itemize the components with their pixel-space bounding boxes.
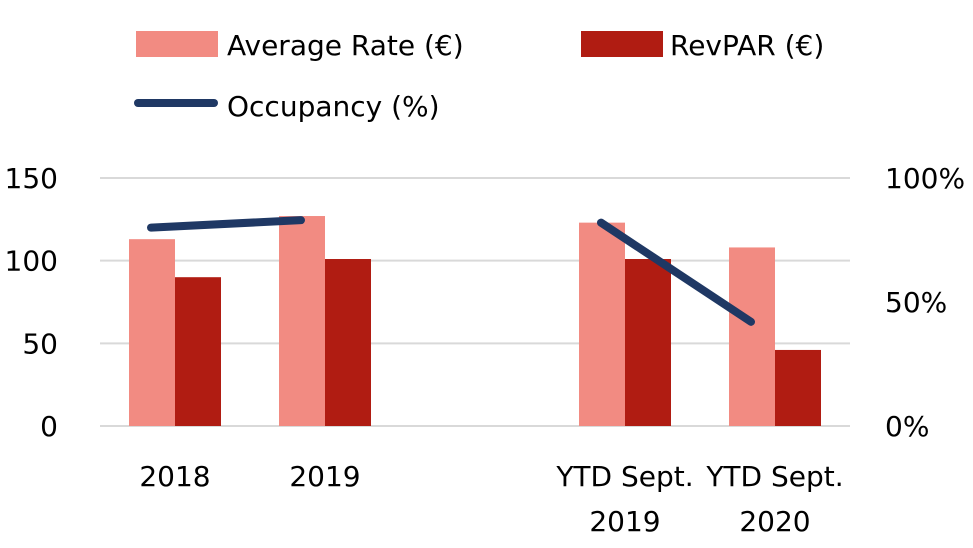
bar-average-rate-ytd-sept-2020 bbox=[729, 247, 775, 426]
y-axis-right: 0% 50% 100% bbox=[885, 162, 965, 443]
legend-swatch-average-rate bbox=[136, 31, 218, 57]
legend-swatch-revpar bbox=[581, 31, 663, 57]
y-right-tick-100: 100% bbox=[885, 162, 965, 195]
occupancy-line bbox=[147, 216, 755, 326]
bar-revpar-2018 bbox=[175, 277, 221, 426]
gridlines bbox=[100, 177, 850, 427]
x-tick-ytd-sept-2019-line-2: 2019 bbox=[589, 505, 660, 538]
bar-average-rate-2019 bbox=[279, 216, 325, 426]
y-right-tick-0: 0% bbox=[885, 410, 929, 443]
x-axis: 2018 2019 YTD Sept. 2019 YTD Sept. 2020 bbox=[139, 460, 843, 538]
occupancy-line-segment-1 bbox=[147, 216, 305, 232]
legend: Average Rate (€) RevPAR (€) Occupancy (%) bbox=[134, 29, 824, 123]
x-tick-ytd-sept-2020-line-1: YTD Sept. bbox=[705, 460, 843, 493]
legend-label-revpar: RevPAR (€) bbox=[670, 29, 824, 62]
occupancy-line-segment-2 bbox=[597, 218, 755, 326]
x-tick-2019: 2019 bbox=[289, 460, 360, 493]
bar-revpar-2019 bbox=[325, 259, 371, 426]
x-tick-ytd-sept-2020-line-2: 2020 bbox=[739, 505, 810, 538]
y-left-tick-100: 100 bbox=[5, 245, 58, 278]
legend-label-average-rate: Average Rate (€) bbox=[227, 29, 464, 62]
y-left-tick-0: 0 bbox=[40, 410, 58, 443]
bars bbox=[129, 216, 821, 426]
bar-average-rate-2018 bbox=[129, 239, 175, 426]
y-axis-left: 0 50 100 150 bbox=[5, 162, 58, 443]
x-tick-ytd-sept-2019-line-1: YTD Sept. bbox=[555, 460, 693, 493]
y-left-tick-150: 150 bbox=[5, 162, 58, 195]
y-right-tick-50: 50% bbox=[885, 286, 947, 319]
x-tick-2018: 2018 bbox=[139, 460, 210, 493]
legend-label-occupancy: Occupancy (%) bbox=[227, 90, 440, 123]
bar-revpar-ytd-sept-2019 bbox=[625, 259, 671, 426]
y-left-tick-50: 50 bbox=[22, 327, 58, 360]
bar-revpar-ytd-sept-2020 bbox=[775, 349, 821, 426]
bar-average-rate-ytd-sept-2019 bbox=[579, 222, 625, 426]
